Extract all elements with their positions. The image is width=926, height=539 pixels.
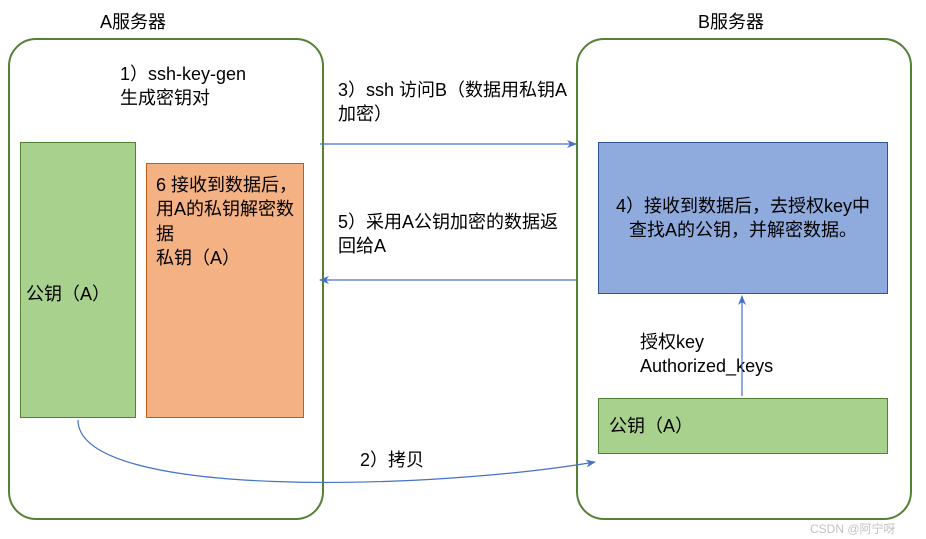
- watermark: CSDN @阿宁呀: [810, 520, 896, 537]
- server-b-decrypt-box: 4）接收到数据后，去授权key中查找A的公钥，并解密数据。: [598, 142, 888, 294]
- auth-key-text: 授权keyAuthorized_keys: [640, 330, 773, 379]
- step-5-text: 5）采用A公钥加密的数据返回给A: [338, 210, 568, 259]
- step-4-text: 4）接收到数据后，去授权key中查找A的公钥，并解密数据。: [613, 194, 873, 243]
- step-2-text: 2）拷贝: [360, 448, 424, 472]
- privkey-content: 6 接收到数据后，用A的私钥解密数据私钥（A）: [156, 173, 298, 270]
- step-1: 1）ssh-key-gen生成密钥对: [120, 62, 320, 111]
- server-a-pubkey-box: [20, 142, 136, 418]
- server-b-title: B服务器: [698, 8, 764, 34]
- server-b-pubkey-label: 公钥（A）: [609, 414, 693, 438]
- server-b-pubkey-box: 公钥（A）: [598, 398, 888, 454]
- server-a-pubkey-label: 公钥（A）: [26, 282, 110, 306]
- server-a-title: A服务器: [100, 8, 166, 34]
- step-3-text: 3）ssh 访问B（数据用私钥A加密）: [338, 78, 568, 127]
